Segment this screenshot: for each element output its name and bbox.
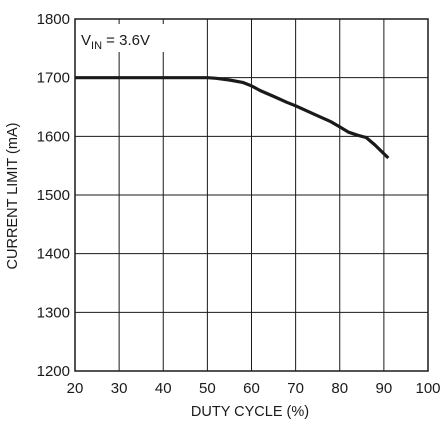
x-tick-label: 50 [199, 380, 216, 397]
y-tick-label: 1700 [37, 70, 70, 87]
x-tick-label: 30 [111, 380, 128, 397]
x-tick-label: 40 [155, 380, 172, 397]
x-axis-title: DUTY CYCLE (%) [191, 404, 309, 420]
series-line [75, 76, 390, 160]
y-tick-label: 1300 [37, 304, 70, 321]
series-group [75, 76, 390, 160]
y-tick-label: 1200 [37, 363, 70, 380]
grid [74, 18, 429, 372]
vin-subscript: IN [91, 40, 102, 52]
tick-labels: 20 30 40 50 60 70 80 90 100 1200 1300 1400 1500 1600 1… [37, 11, 441, 397]
y-tick-label: 1800 [37, 11, 70, 28]
x-tick-label: 70 [287, 380, 304, 397]
y-axis-title: CURRENT LIMIT (mA) [5, 123, 21, 270]
y-tick-label: 1600 [37, 128, 70, 145]
plot-frame [74, 18, 429, 372]
x-tick-label: 60 [243, 380, 260, 397]
y-tick-label: 1400 [37, 246, 70, 263]
y-tick-label: 1500 [37, 187, 70, 204]
x-tick-label: 80 [331, 380, 348, 397]
vin-annotation: VIN = 3.6V [81, 32, 150, 52]
annotation-background [77, 24, 169, 52]
x-tick-label: 90 [376, 380, 393, 397]
x-tick-label: 100 [415, 380, 440, 397]
vin-value: = 3.6V [102, 32, 150, 49]
x-tick-label: 20 [67, 380, 84, 397]
vin-symbol: V [81, 32, 91, 49]
